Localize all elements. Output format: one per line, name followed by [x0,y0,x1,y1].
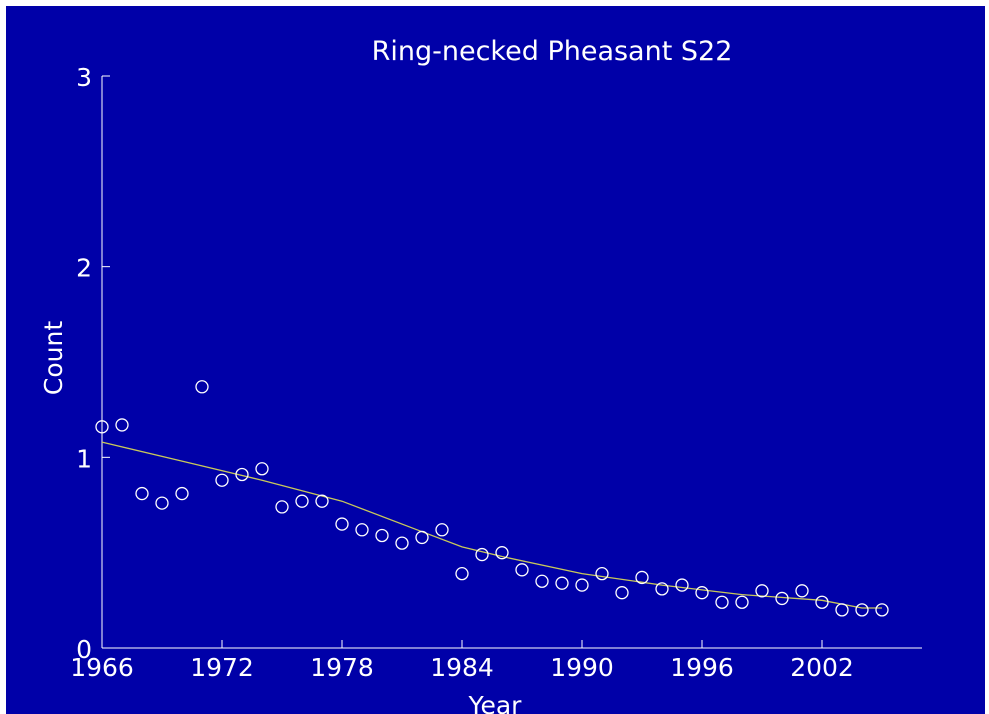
data-point [555,576,569,590]
data-point [855,603,869,617]
data-point [515,563,529,577]
x-tick-label: 1996 [670,653,734,682]
data-point [315,494,329,508]
y-tick-label: 1 [76,444,92,473]
data-point [875,603,889,617]
x-tick-label: 2002 [790,653,854,682]
chart-frame: Ring-necked Pheasant S22 Year Count 0 1 2 3… [6,6,985,714]
data-point [135,486,149,501]
data-point [735,595,749,609]
data-point [115,418,129,432]
data-point [575,578,589,592]
data-point [715,595,729,609]
data-point [695,586,709,600]
data-point [595,566,609,581]
data-point [155,496,169,510]
data-point [195,380,209,394]
data-point [775,591,789,606]
data-point [615,586,629,600]
data-point [655,582,669,596]
data-point [415,530,429,545]
data-point [495,546,509,560]
data-point [455,566,469,581]
scatter-chart: Ring-necked Pheasant S22 Year Count 0 1 2 3… [39,36,922,714]
data-point [335,517,349,531]
data-point [215,473,229,487]
x-axis-label: Year [468,691,523,714]
data-point [255,462,269,476]
chart-title: Ring-necked Pheasant S22 [372,36,733,67]
trend-layer [101,441,882,609]
y-axis-label: Count [39,321,68,395]
data-point [395,536,409,550]
y-tick-label: 3 [76,63,92,92]
data-point [835,603,849,617]
y-tick-label: 2 [76,254,92,283]
data-point [375,528,389,543]
data-point [635,570,649,585]
data-point [675,578,689,592]
data-point [475,547,489,562]
trend-line [101,441,882,609]
points-layer [95,380,889,617]
data-point [815,595,829,609]
data-point [755,584,769,598]
x-tick-label: 1972 [190,653,254,682]
data-point [175,486,189,501]
data-point [355,523,369,537]
data-point [535,574,549,588]
data-point [95,420,109,434]
y-tick-label: 0 [76,635,92,664]
axes: 0 1 2 3 1966 1972 1978 1984 1990 1996 2002 [70,63,922,682]
x-tick-label: 1978 [310,653,374,682]
x-tick-label: 1966 [70,653,134,682]
x-tick-label: 1990 [550,653,614,682]
data-point [795,584,809,598]
data-point [235,467,249,482]
x-tick-label: 1984 [430,653,494,682]
data-point [435,523,449,537]
data-point [295,494,309,508]
data-point [275,500,289,514]
